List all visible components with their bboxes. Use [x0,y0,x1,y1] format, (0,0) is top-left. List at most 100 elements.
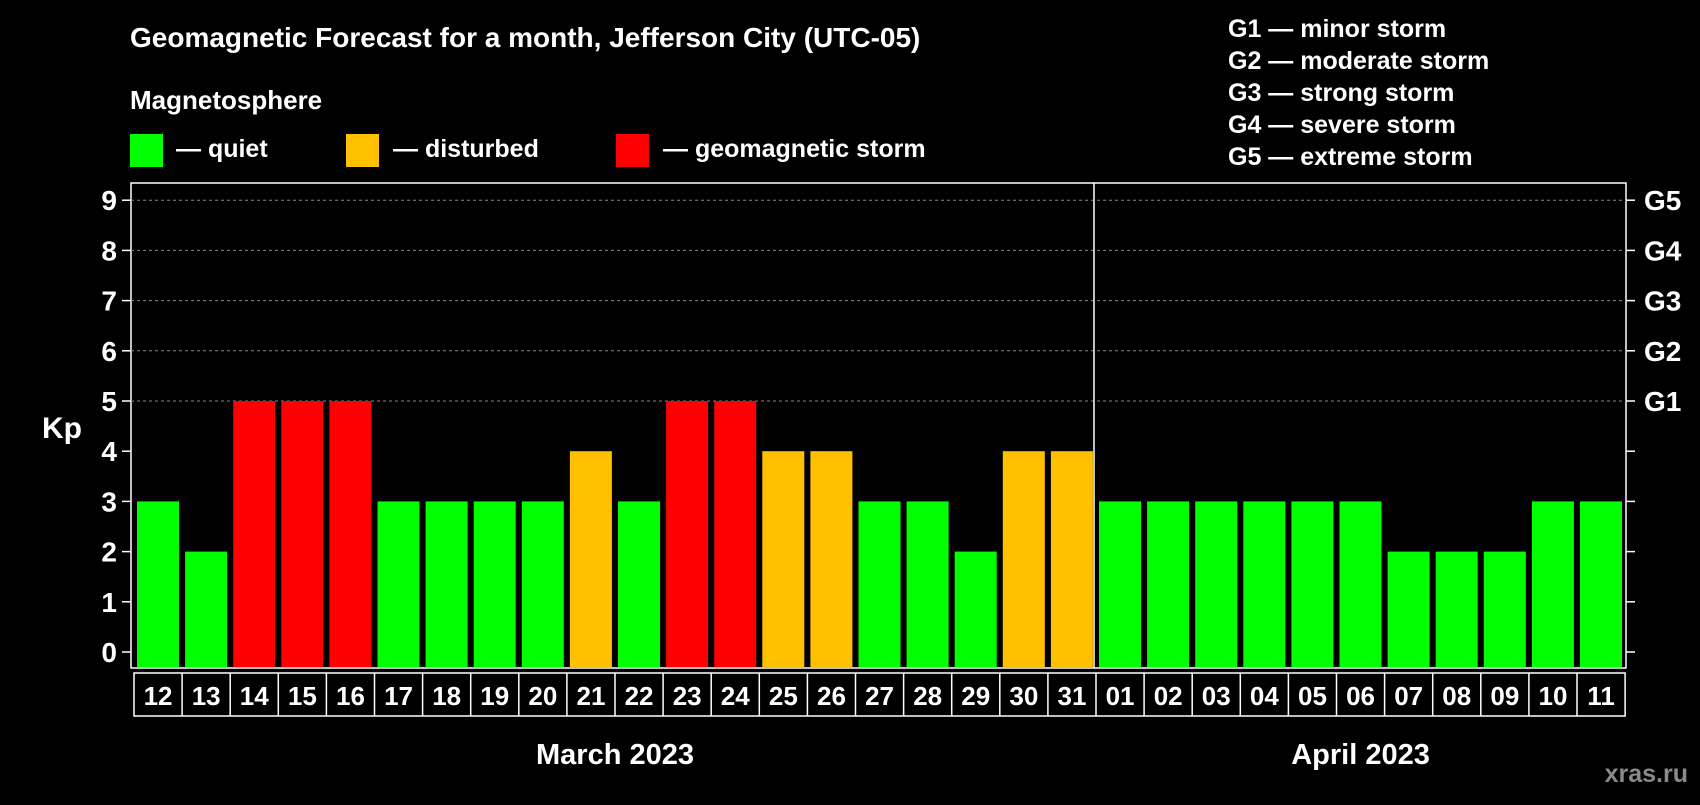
bar [714,401,757,667]
bar [137,501,179,667]
bar [1002,451,1045,667]
bar [1099,501,1141,667]
g-scale-label: G5 [1644,185,1681,216]
legend: — quiet — disturbed — geomagnetic storm [130,134,926,167]
month-label: March 2023 [536,739,694,771]
bar [521,501,564,667]
x-tick-label: 31 [1057,681,1086,711]
bar [1050,451,1093,667]
x-tick-label: 05 [1298,681,1327,711]
x-tick-label: 17 [384,681,413,711]
x-tick-label: 01 [1106,681,1135,711]
bar [1483,551,1526,667]
x-tick-label: 20 [528,681,557,711]
x-tick-label: 27 [865,681,894,711]
bar [1147,501,1190,667]
legend-swatch-disturbed [346,134,379,167]
y-tick-label: 8 [101,235,117,266]
y-tick-label: 7 [101,286,117,317]
x-tick-label: 16 [336,681,365,711]
y-tick-label: 2 [101,537,117,568]
legend-item-quiet: — quiet [130,134,268,167]
x-tick-label: 11 [1587,681,1615,711]
x-tick-label: 23 [673,681,702,711]
x-tick-label: 03 [1202,681,1231,711]
x-tick-label: 15 [288,681,317,711]
x-tick-label: 13 [192,681,221,711]
x-tick-label: 09 [1490,681,1519,711]
bar [281,401,324,667]
x-tick-label: 12 [144,681,173,711]
storm-scale-g2: G2 — moderate storm [1228,47,1489,75]
bar [810,451,853,667]
bar [1291,501,1334,667]
legend-item-disturbed: — disturbed [346,134,539,167]
y-tick-label: 6 [101,336,117,367]
x-tick-label: 24 [721,681,750,711]
g-scale-label: G2 [1644,336,1681,367]
bar [1531,501,1574,667]
g-scale-label: G4 [1644,235,1682,266]
y-tick-label: 0 [101,637,117,668]
bar [425,501,468,667]
x-tick-label: 26 [817,681,846,711]
y-tick-label: 9 [101,185,117,216]
x-tick-label: 28 [913,681,942,711]
y-tick-label: 5 [101,386,117,417]
storm-scale-g3: G3 — strong storm [1228,79,1454,107]
x-tick-label: 14 [240,681,269,711]
date-row-frame [133,672,1626,717]
watermark: xras.ru [1605,760,1688,788]
legend-label-quiet: — quiet [176,135,268,163]
legend-label-storm: — geomagnetic storm [663,135,926,163]
bar [569,451,612,667]
chart-title: Geomagnetic Forecast for a month, Jeffer… [130,22,920,53]
bar [1243,501,1286,667]
bar [1387,551,1430,667]
legend-swatch-storm [616,134,649,167]
y-tick-label: 3 [101,486,117,517]
y-tick-label: 1 [101,587,117,618]
bar [1195,501,1238,667]
bar [233,401,276,667]
y-axis-label: Kp [42,412,82,445]
legend-heading: Magnetosphere [130,85,322,115]
x-tick-label: 06 [1346,681,1375,711]
x-tick-label: 08 [1442,681,1471,711]
y-tick-label: 4 [101,436,117,467]
g-scale-label: G3 [1644,286,1681,317]
bar [1435,551,1478,667]
plot-frame [130,182,1627,669]
bar [618,501,660,667]
bar [858,501,901,667]
month-label: April 2023 [1291,739,1430,771]
x-tick-label: 30 [1009,681,1038,711]
x-tick-label: 04 [1250,681,1279,711]
x-tick-label: 22 [625,681,654,711]
x-tick-label: 18 [432,681,461,711]
storm-scale-g5: G5 — extreme storm [1228,143,1473,171]
x-tick-label: 07 [1394,681,1423,711]
storm-scale: G1 — minor storm G2 — moderate storm G3 … [1228,15,1489,171]
g-scale-label: G1 [1644,386,1681,417]
bar [1339,501,1382,667]
bar [762,451,805,667]
bar [666,401,709,667]
storm-scale-g4: G4 — severe storm [1228,111,1456,139]
bar [377,501,420,667]
x-tick-label: 10 [1538,681,1567,711]
legend-swatch-quiet [130,134,163,167]
storm-scale-g1: G1 — minor storm [1228,15,1446,43]
x-tick-label: 25 [769,681,798,711]
bar [1580,501,1622,667]
x-tick-label: 21 [576,681,605,711]
bar [906,501,949,667]
bar [473,501,516,667]
x-tick-label: 02 [1154,681,1183,711]
bar [954,551,997,667]
legend-label-disturbed: — disturbed [393,135,539,163]
x-tick-label: 29 [961,681,990,711]
x-tick-label: 19 [480,681,509,711]
